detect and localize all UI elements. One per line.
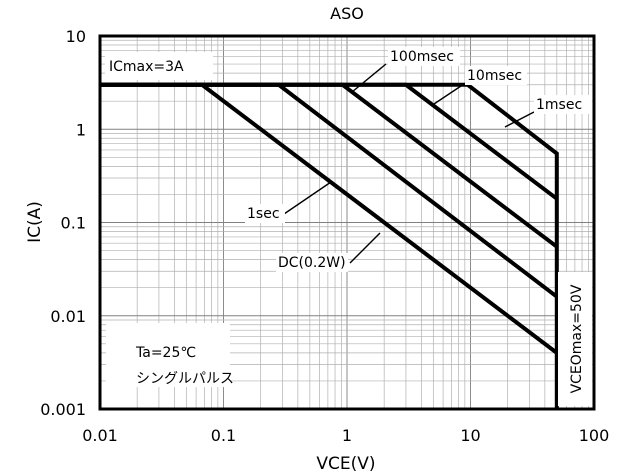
vceomax-label: VCEOmax=50V bbox=[569, 284, 585, 393]
x-tick-label: 100 bbox=[579, 426, 610, 445]
plot-frame bbox=[98, 34, 596, 411]
leader-line bbox=[283, 181, 332, 215]
chart-title: ASO bbox=[330, 4, 364, 23]
series-label: 1sec bbox=[247, 206, 280, 222]
y-axis-title: IC(A) bbox=[25, 201, 45, 243]
curves bbox=[100, 82, 559, 409]
y-tick-label: 0.001 bbox=[40, 400, 86, 419]
condition-single-pulse: シングルパルス bbox=[136, 371, 234, 387]
leader-line bbox=[351, 63, 387, 93]
x-tick-label: 10 bbox=[460, 426, 480, 445]
y-tick-label: 1 bbox=[76, 120, 86, 139]
x-tick-label: 1 bbox=[342, 426, 352, 445]
y-tick-label: 0.1 bbox=[61, 214, 86, 233]
leader-line bbox=[504, 111, 535, 128]
y-tick-label: 0.01 bbox=[50, 307, 86, 326]
y-tick-label: 10 bbox=[66, 27, 86, 46]
icmax-label: ICmax=3A bbox=[109, 59, 184, 75]
x-tick-label: 0.01 bbox=[82, 426, 118, 445]
annotations: ICmax=3A Ta=25℃ シングルパルス VCEOmax=50V bbox=[105, 52, 592, 406]
series-label: 100msec bbox=[390, 49, 454, 65]
condition-temperature: Ta=25℃ bbox=[135, 345, 196, 361]
series-label: 1msec bbox=[536, 97, 582, 113]
x-tick-label: 0.1 bbox=[211, 426, 236, 445]
tick-labels: 0.01 0.1 1 10 100 0.001 0.01 0.1 1 10 bbox=[40, 27, 609, 445]
leader-line bbox=[349, 232, 381, 264]
series-line bbox=[100, 82, 559, 409]
curve-labels: DC(0.2W) 1sec 100msec 10msec 1msec bbox=[245, 47, 592, 272]
series-label: DC(0.2W) bbox=[278, 255, 346, 271]
x-axis-title: VCE(V) bbox=[316, 454, 375, 474]
leader-line bbox=[433, 83, 465, 105]
series-label: 10msec bbox=[467, 68, 522, 84]
